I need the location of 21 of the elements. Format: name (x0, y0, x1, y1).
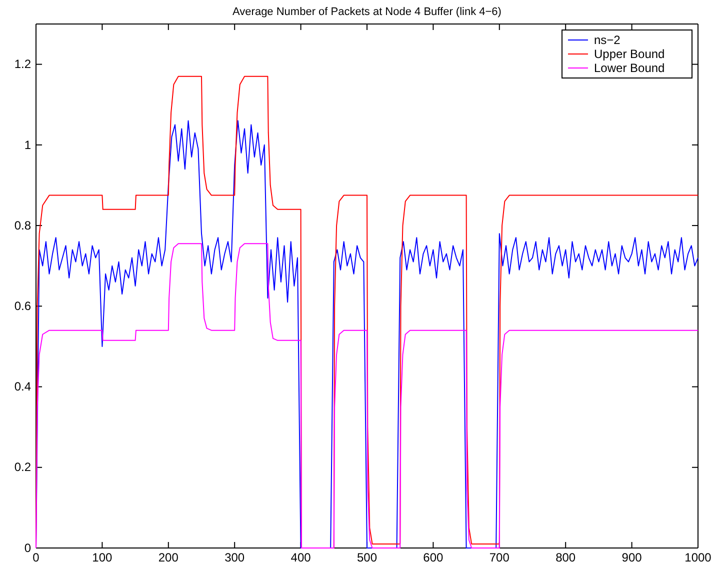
y-tick-label: 0.4 (14, 380, 32, 394)
x-tick-label: 100 (92, 550, 113, 565)
x-tick-label: 600 (423, 550, 444, 565)
legend-label: Upper Bound (594, 47, 665, 61)
x-tick-label: 1000 (684, 550, 712, 565)
y-tick-label: 1 (24, 138, 32, 152)
y-tick-label: 0 (24, 540, 32, 555)
x-tick-label: 800 (556, 550, 576, 565)
x-tick-label: 500 (356, 550, 378, 565)
y-tick-label: 1.2 (14, 57, 32, 72)
chart-title: Average Number of Packets at Node 4 Buffer (link 4−6) (232, 6, 502, 18)
legend-label: Lower Bound (594, 61, 665, 75)
y-tick-label: 0.8 (14, 218, 32, 232)
x-tick-label: 700 (489, 550, 510, 565)
x-tick-label: 900 (622, 550, 642, 565)
legend-label: ns−2 (594, 33, 621, 47)
x-tick-label: 300 (224, 550, 245, 565)
y-tick-label: 0.2 (14, 460, 32, 474)
x-tick-label: 400 (290, 550, 312, 565)
y-tick-label: 0.6 (14, 298, 32, 313)
x-tick-label: 200 (158, 550, 179, 565)
